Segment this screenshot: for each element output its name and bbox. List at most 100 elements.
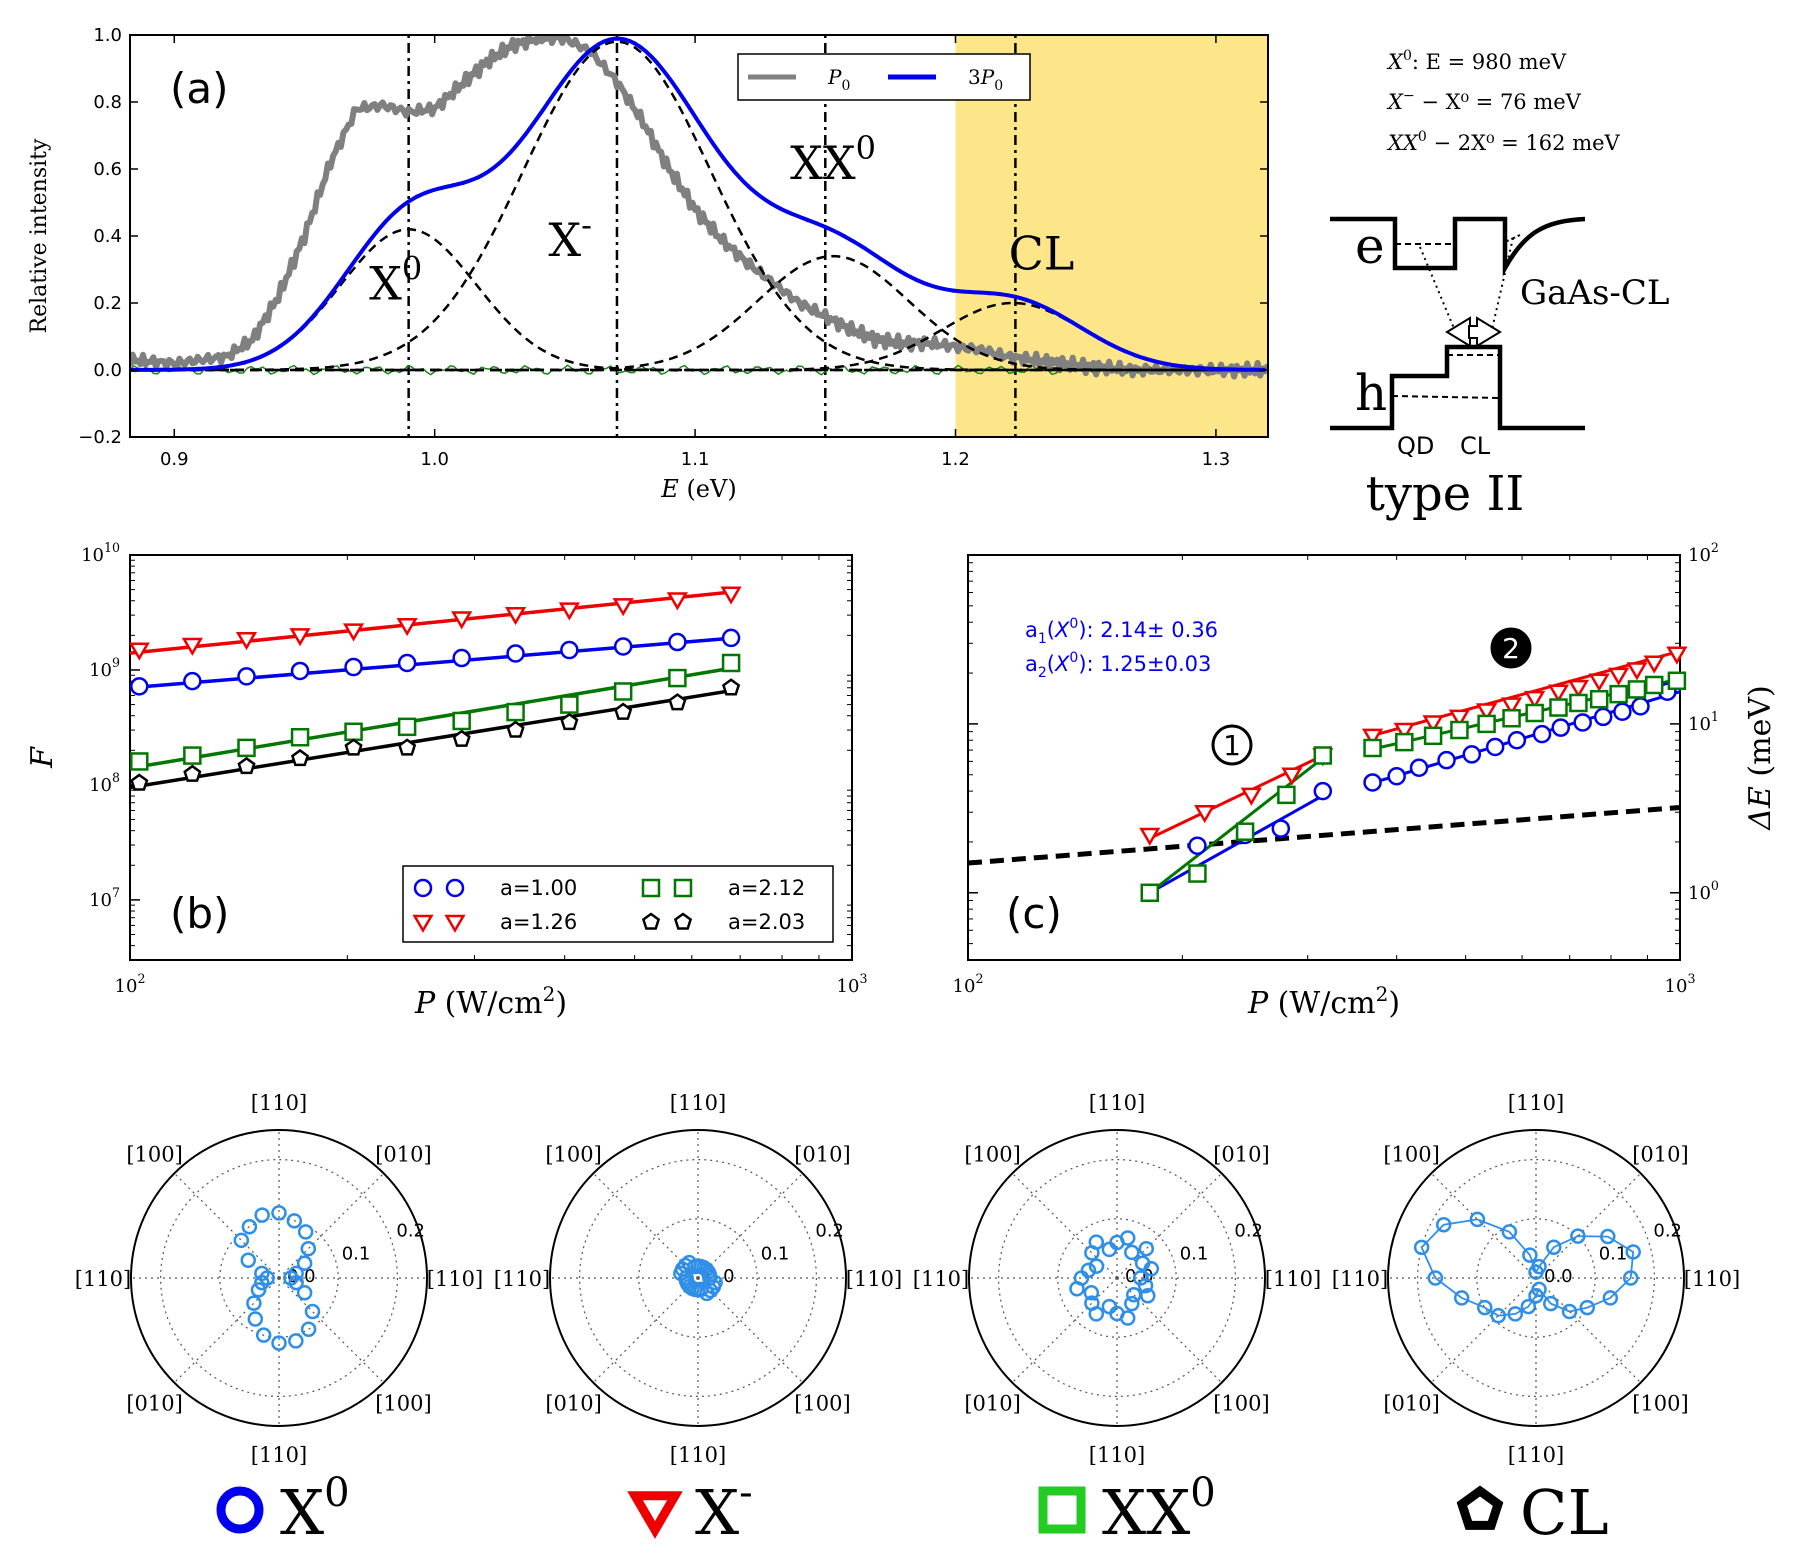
plot-area-a [130, 35, 1268, 437]
marker-circle [1409, 758, 1429, 777]
polar-grid-spoke [278, 1172, 385, 1279]
marker-circle [721, 628, 741, 648]
legend-marker-label: X- [695, 1470, 753, 1546]
polar-grid-spoke [697, 1172, 804, 1279]
marker-circle [1413, 1239, 1430, 1256]
marker-circle [240, 1252, 256, 1268]
y-tick-label: 0.2 [93, 293, 122, 314]
marker-triangle [627, 1491, 683, 1539]
regime-circle [1211, 724, 1253, 766]
marker-square [1667, 671, 1687, 691]
x-tick-label: 1.1 [681, 449, 710, 470]
polar-direction-label: [110] [913, 1267, 969, 1291]
peak-label: X0 [369, 250, 422, 311]
polar-direction-label: [110] [1332, 1267, 1388, 1291]
marker-circle [1561, 1303, 1578, 1320]
marker-square [673, 878, 693, 898]
marker-circle [1469, 1211, 1486, 1228]
regime-label: 1 [1223, 729, 1241, 762]
marker-triangle [396, 617, 418, 637]
marker-circle [1528, 1264, 1544, 1280]
marker-pentagon [673, 912, 693, 930]
marker-circle [288, 1265, 304, 1282]
marker-circle [1313, 781, 1333, 801]
panel-letter-a: (a) [170, 64, 229, 113]
fit-line [1149, 751, 1329, 840]
polar-direction-label: [110] [251, 1443, 307, 1467]
polar-grid-ring [160, 1158, 399, 1397]
marker-pentagon [614, 702, 633, 720]
marker-circle [1551, 718, 1570, 737]
marker-circle [1435, 1216, 1452, 1233]
marker-square [452, 711, 471, 731]
marker-pentagon [641, 912, 661, 930]
marker-circle [1437, 750, 1456, 770]
marker-triangle [504, 607, 527, 626]
polar-grid-ring [1057, 1218, 1177, 1338]
marker-circle [1124, 1295, 1140, 1312]
polar-direction-label: [010] [545, 1391, 601, 1415]
marker-circle [247, 1311, 264, 1327]
marker-circle [183, 671, 202, 691]
marker-triangle [444, 914, 466, 933]
peak-label: CL [1009, 227, 1075, 281]
marker-triangle [1643, 655, 1665, 674]
polar-grid-spoke [1116, 1172, 1223, 1279]
polar-direction-label: [110] [1089, 1091, 1145, 1115]
y-tick-label: 0.8 [93, 92, 122, 113]
marker-circle [1088, 1258, 1105, 1274]
marker-triangle [1608, 667, 1630, 686]
polar-r-tick-label: 0.1 [1599, 1243, 1628, 1264]
legend-marker-label: CL [1520, 1476, 1609, 1546]
marker-circle [445, 878, 465, 898]
polar-grid-spoke [1535, 1172, 1642, 1279]
marker-square [1477, 714, 1496, 734]
polar-r-tick-label: 0.0 [1544, 1266, 1573, 1287]
marker-triangle [666, 592, 688, 611]
marker-circle [1387, 766, 1406, 786]
polar-grid-spoke [173, 1172, 280, 1279]
polar-grid-ring [1476, 1218, 1596, 1338]
marker-circle [702, 1282, 719, 1299]
marker-circle [1485, 737, 1505, 757]
polar-plot-CL: 0.0 0.1 0.2 [110] [010] [110] [100] [110] [010] [… [1332, 1091, 1740, 1467]
polar-r-tick-label: 0.1 [761, 1243, 790, 1264]
polar-grid-ring [578, 1158, 817, 1397]
marker-circle [1507, 731, 1527, 750]
marker-circle [707, 1274, 723, 1291]
marker-triangle [720, 586, 742, 605]
polar-r-tick-label: 0.2 [1653, 1221, 1682, 1242]
marker-square [344, 722, 363, 742]
polar-direction-label: [010] [964, 1391, 1020, 1415]
marker-circle [413, 878, 433, 898]
marker-triangle [612, 598, 634, 617]
fit-annotation: a1(X0): 2.14± 0.36 [1025, 616, 1218, 647]
marker-circle [286, 1213, 303, 1229]
polar-direction-label: [110] [1508, 1443, 1564, 1467]
marker-square [613, 682, 633, 701]
legend-label: a=1.00 [500, 876, 577, 900]
polar-direction-label: [110] [670, 1443, 726, 1467]
fit-line [1367, 649, 1681, 739]
y-tick-label: 107 [89, 885, 120, 911]
polar-plot-X-: 0.00.10.2[110][010][110][100][110][010][… [494, 1091, 902, 1467]
x-axis-label: P (W/cm2) [414, 982, 567, 1021]
y-tick-label: 100 [1688, 878, 1719, 904]
marker-circle [1602, 1290, 1619, 1306]
polar-direction-label: [010] [1213, 1143, 1269, 1167]
marker-pentagon [506, 720, 525, 738]
marker-circle [560, 640, 579, 660]
marker-triangle [1567, 679, 1589, 699]
marker-pentagon [452, 729, 471, 747]
marker-circle [1600, 1228, 1616, 1245]
marker-square [1525, 703, 1544, 723]
marker-square [668, 668, 687, 688]
polar-grid-ring [997, 1158, 1236, 1397]
qd-label: QD [1397, 432, 1434, 460]
marker-pentagon [237, 756, 256, 775]
band-diagram: e h GaAs-CL QD CL type II [1330, 216, 1670, 522]
marker-circle [1573, 713, 1592, 732]
marker-circle [1083, 1285, 1100, 1301]
polar-direction-label: [100] [375, 1391, 431, 1415]
marker-square [506, 702, 525, 722]
